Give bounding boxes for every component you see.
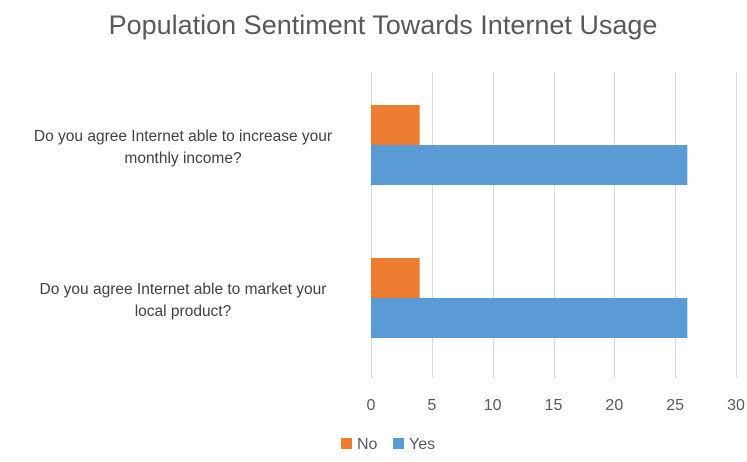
x-tick-label-1: 5 xyxy=(427,397,436,414)
category-label-0: Do you agree Internet able to increase y… xyxy=(34,128,332,167)
x-tick-label-3: 15 xyxy=(545,397,563,414)
category-label-0-line-1: monthly income? xyxy=(124,150,242,167)
bar-yes-1 xyxy=(371,298,688,338)
x-axis-ticks: 0 5 10 15 20 25 30 xyxy=(367,397,745,414)
bar-yes-0 xyxy=(371,145,688,185)
legend-label-yes: Yes xyxy=(409,436,435,453)
x-tick-label-4: 20 xyxy=(605,397,623,414)
category-label-1-line-1: local product? xyxy=(135,303,232,320)
x-tick-label-0: 0 xyxy=(367,397,376,414)
legend: No Yes xyxy=(341,436,435,453)
legend-swatch-yes xyxy=(393,438,404,449)
x-tick-label-6: 30 xyxy=(727,397,745,414)
gridlines xyxy=(371,72,737,378)
bar-no-1 xyxy=(371,258,420,298)
category-label-1: Do you agree Internet able to market you… xyxy=(40,281,327,320)
x-tick-label-2: 10 xyxy=(484,397,502,414)
category-labels: Do you agree Internet able to increase y… xyxy=(34,128,332,320)
legend-swatch-no xyxy=(341,438,352,449)
bar-no-0 xyxy=(371,105,420,145)
category-label-1-line-0: Do you agree Internet able to market you… xyxy=(40,281,327,298)
x-tick-label-5: 25 xyxy=(666,397,684,414)
legend-label-no: No xyxy=(357,436,378,453)
chart-title: Population Sentiment Towards Internet Us… xyxy=(109,10,658,40)
category-label-0-line-0: Do you agree Internet able to increase y… xyxy=(34,128,332,145)
bars xyxy=(371,105,688,338)
